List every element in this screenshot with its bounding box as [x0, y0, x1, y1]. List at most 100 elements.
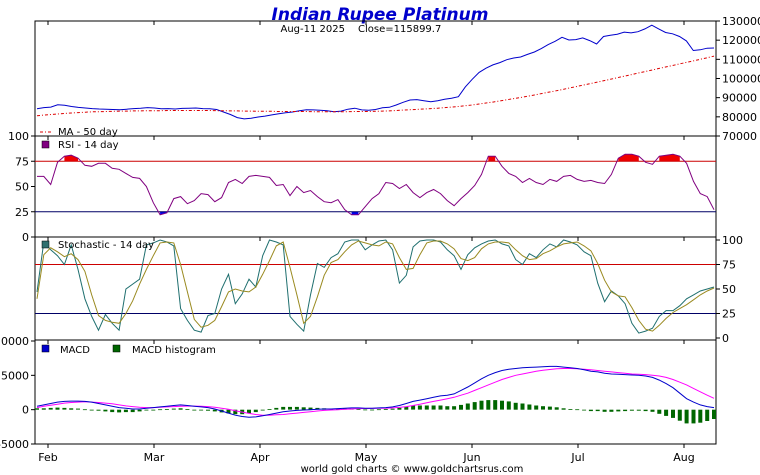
macd-histogram-bar [267, 409, 272, 410]
macd-histogram-bar [178, 408, 183, 410]
rsi-line [37, 153, 715, 216]
macd-histogram-bar [356, 409, 361, 410]
macd-histogram-bar [541, 406, 545, 410]
x-tick-label: May [355, 451, 378, 464]
macd-histogram-bar [568, 409, 573, 410]
rsi-panel-frame [34, 135, 717, 238]
macd-histogram-bar [308, 407, 313, 410]
macd-histogram-bar [500, 400, 504, 410]
macd-histogram-bar [89, 409, 94, 411]
macd-histogram-bar [247, 409, 251, 414]
rsi-overbought-fill [488, 156, 496, 162]
macd-histogram-bar [151, 409, 156, 411]
rsi-oversold-fill [351, 211, 359, 215]
chart-footer: world gold charts © www.goldchartsrus.co… [301, 464, 524, 475]
macd-histogram-bar [164, 409, 169, 410]
macd-histogram-bar [698, 409, 703, 423]
macd-histogram-bar [582, 409, 587, 411]
rsi-tick-label: 25 [15, 206, 29, 219]
macd-histogram-bar [705, 409, 710, 421]
macd-histogram-bar [370, 409, 375, 411]
macd-tick-label: 0 [22, 404, 29, 417]
macd-histogram-bar [595, 409, 600, 412]
macd-histogram-bar [575, 409, 580, 411]
macd-histogram-bar [459, 404, 463, 410]
price-tick-label: 80000 [722, 111, 757, 124]
macd-histogram-bar [260, 409, 265, 411]
chart-close: Close=115899.7 [358, 24, 441, 35]
rsi-series-layer [35, 153, 716, 216]
macd-histogram-bar [301, 407, 306, 410]
macd-histogram-legend-swatch [112, 344, 121, 353]
stochastic-tick-label: 50 [722, 283, 736, 296]
price-axis: 130000 120000 110000 100000 90000 80000 70000 [716, 15, 760, 143]
macd-histogram-bar [390, 408, 395, 410]
macd-histogram-bar [602, 409, 607, 412]
stochastic-d-line [36, 240, 715, 332]
rsi-tick-label: 0 [22, 231, 29, 244]
macd-histogram-bar [35, 408, 39, 410]
macd-histogram-bar [472, 402, 477, 410]
macd-histogram-bar [636, 409, 641, 411]
macd-histogram-bar [110, 409, 115, 413]
rsi-legend-swatch [41, 140, 50, 149]
macd-histogram-bar [486, 400, 491, 410]
macd-histogram-bar [281, 406, 286, 410]
price-series-layer [36, 24, 715, 120]
close-price-line [36, 24, 715, 120]
x-tick-label: Feb [38, 451, 57, 464]
macd-histogram-bar [609, 409, 614, 412]
macd-histogram-bar [274, 407, 279, 410]
macd-legend-label: MACD [60, 345, 90, 356]
macd-histogram-bar [96, 409, 101, 411]
price-tick-label: 70000 [722, 130, 757, 143]
ma50-line [36, 55, 715, 117]
macd-histogram-bar [424, 405, 429, 410]
rsi-axis: 100 75 50 25 0 [8, 130, 35, 244]
macd-histogram-bar [363, 409, 368, 411]
macd-histogram-bar [137, 409, 142, 412]
rsi-tick-label: 100 [8, 130, 29, 143]
macd-histogram-bar [226, 409, 231, 414]
macd-histogram-bar [452, 406, 457, 410]
macd-histogram-bar [506, 401, 511, 410]
stochastic-legend-label: Stochastic - 14 day [58, 240, 154, 251]
macd-histogram-bar [479, 400, 484, 410]
macd-histogram-bar [513, 402, 518, 410]
macd-histogram-bar [445, 406, 450, 410]
macd-histogram-bar [123, 409, 128, 413]
macd-legend-swatch [41, 344, 50, 353]
stochastic-tick-label: 100 [722, 234, 743, 247]
macd-panel-frame [34, 339, 717, 445]
macd-histogram-bar [206, 409, 210, 411]
macd-histogram-bar [199, 409, 204, 411]
macd-histogram-bar [520, 403, 525, 410]
macd-histogram-bar [82, 409, 87, 411]
ma-legend: MA - 50 day [40, 127, 118, 138]
price-tick-label: 130000 [722, 15, 760, 28]
macd-histogram-bar [192, 409, 197, 411]
stochastic-legend-swatch [41, 240, 50, 249]
x-tick-label: Apr [250, 451, 270, 464]
macd-histogram-bar [664, 409, 669, 416]
macd-histogram-bar [561, 408, 566, 410]
macd-histogram-bar [117, 409, 122, 413]
x-tick-label: Jun [462, 451, 480, 464]
macd-histogram-bar [376, 409, 381, 411]
macd-legend: MACD MACD histogram [41, 344, 216, 356]
macd-histogram-bar [411, 405, 416, 410]
stochastic-k-line [36, 239, 715, 334]
price-tick-label: 110000 [722, 53, 760, 66]
price-panel-frame [34, 20, 717, 137]
macd-histogram-bar [493, 400, 498, 410]
macd-histogram-bar [588, 409, 593, 412]
macd-histogram-bar [554, 407, 559, 410]
macd-histogram-bar [383, 409, 388, 410]
macd-histogram-bar [55, 407, 60, 410]
macd-histogram-bar [691, 409, 696, 424]
chart-date: Aug-11 2025 [281, 24, 346, 35]
macd-histogram-bar [294, 406, 299, 410]
rsi-overbought-fill [618, 154, 639, 162]
stochastic-tick-label: 25 [722, 308, 736, 321]
